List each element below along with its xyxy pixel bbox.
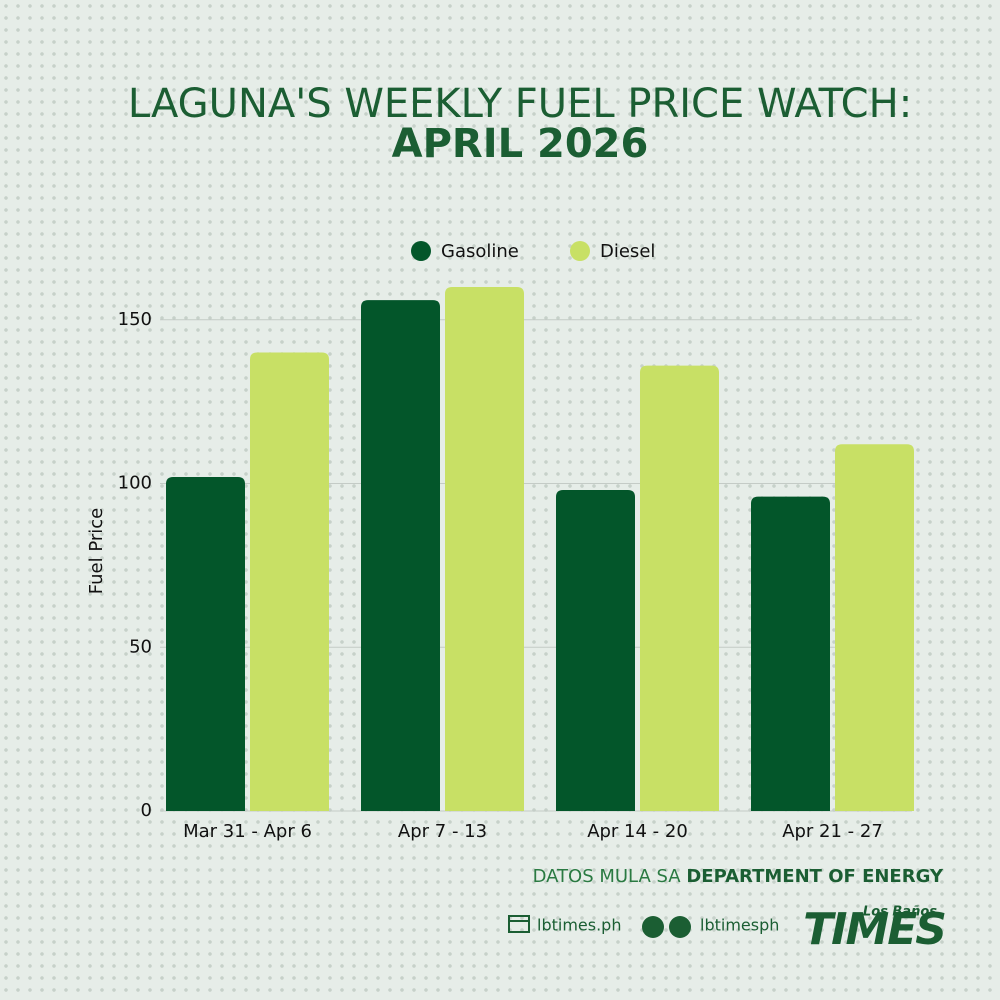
facebook-icon: [642, 916, 664, 938]
bar: [556, 490, 635, 811]
y-tick-label: 0: [141, 800, 152, 821]
legend-label: Gasoline: [441, 241, 519, 262]
x-tick-label: Mar 31 - Apr 6: [183, 821, 312, 842]
y-axis-label: Fuel Price: [86, 508, 107, 594]
legend-marker: [411, 241, 431, 261]
y-tick-label: 100: [118, 473, 152, 494]
chart-title: LAGUNA'S WEEKLY FUEL PRICE WATCH:: [128, 81, 912, 127]
logo-main: TIMES: [803, 904, 945, 955]
source: DATOS MULA SA DEPARTMENT OF ENERGY: [533, 866, 944, 887]
bar: [445, 287, 524, 811]
y-tick-label: 150: [118, 309, 152, 330]
website-icon: [508, 915, 530, 933]
x-tick-label: Apr 14 - 20: [587, 821, 688, 842]
logo-top: Los Baños: [863, 905, 937, 920]
bar: [250, 352, 329, 811]
x-tick-label: Apr 21 - 27: [782, 821, 883, 842]
social-handle: lbtimesph: [700, 916, 779, 935]
y-tick-label: 50: [129, 636, 152, 657]
source-name: DEPARTMENT OF ENERGY: [686, 866, 944, 887]
legend-label: Diesel: [600, 241, 655, 262]
website: lbtimes.ph: [537, 916, 621, 935]
bar: [751, 496, 830, 811]
source-prefix: DATOS MULA SA: [533, 866, 682, 887]
bar: [361, 300, 440, 811]
chart-subtitle: APRIL 2026: [392, 121, 649, 167]
bar: [640, 365, 719, 811]
x-tick-label: Apr 7 - 13: [398, 821, 487, 842]
legend-marker: [570, 241, 590, 261]
x-icon: [669, 916, 691, 938]
bar: [835, 444, 914, 811]
bar: [166, 476, 245, 811]
